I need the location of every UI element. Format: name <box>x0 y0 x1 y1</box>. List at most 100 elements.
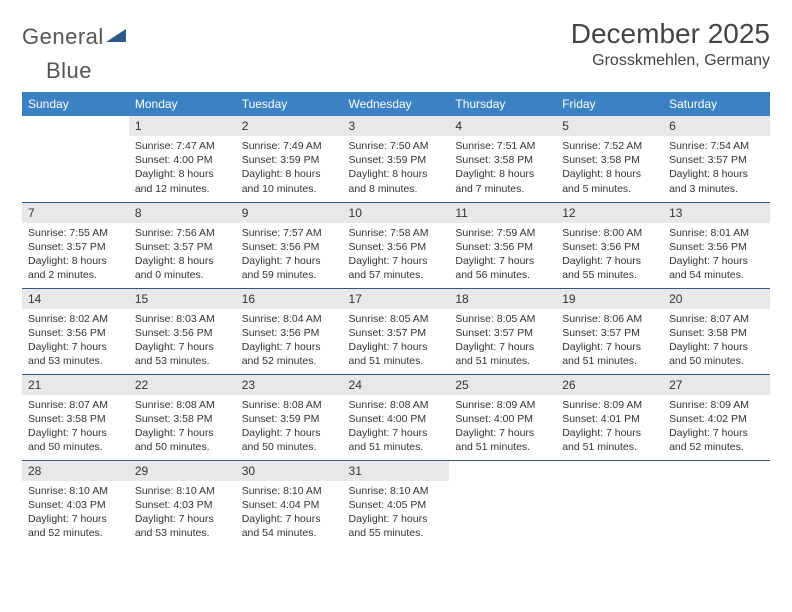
daylight-text: Daylight: 7 hours and 51 minutes. <box>349 340 444 368</box>
sunset-text: Sunset: 4:02 PM <box>669 412 764 426</box>
sunset-text: Sunset: 3:58 PM <box>455 153 550 167</box>
daylight-text: Daylight: 7 hours and 56 minutes. <box>455 254 550 282</box>
daylight-text: Daylight: 7 hours and 51 minutes. <box>349 426 444 454</box>
day-content: Sunrise: 8:05 AMSunset: 3:57 PMDaylight:… <box>449 309 556 373</box>
weekday-header: Monday <box>129 92 236 116</box>
calendar-cell: 8Sunrise: 7:56 AMSunset: 3:57 PMDaylight… <box>129 202 236 288</box>
sunrise-text: Sunrise: 8:09 AM <box>562 398 657 412</box>
day-number: 26 <box>556 375 663 395</box>
sunrise-text: Sunrise: 8:09 AM <box>669 398 764 412</box>
day-content: Sunrise: 8:10 AMSunset: 4:03 PMDaylight:… <box>22 481 129 545</box>
daylight-text: Daylight: 7 hours and 53 minutes. <box>135 512 230 540</box>
calendar-cell: 14Sunrise: 8:02 AMSunset: 3:56 PMDayligh… <box>22 288 129 374</box>
day-number: 20 <box>663 289 770 309</box>
sunset-text: Sunset: 3:56 PM <box>28 326 123 340</box>
calendar-cell: 23Sunrise: 8:08 AMSunset: 3:59 PMDayligh… <box>236 374 343 460</box>
calendar-cell: 22Sunrise: 8:08 AMSunset: 3:58 PMDayligh… <box>129 374 236 460</box>
day-content: Sunrise: 8:07 AMSunset: 3:58 PMDaylight:… <box>663 309 770 373</box>
month-title: December 2025 <box>571 18 770 50</box>
sunrise-text: Sunrise: 8:08 AM <box>349 398 444 412</box>
day-number: 15 <box>129 289 236 309</box>
calendar-cell: 11Sunrise: 7:59 AMSunset: 3:56 PMDayligh… <box>449 202 556 288</box>
weekday-header-row: Sunday Monday Tuesday Wednesday Thursday… <box>22 92 770 116</box>
sunset-text: Sunset: 3:57 PM <box>669 153 764 167</box>
sunset-text: Sunset: 3:56 PM <box>242 326 337 340</box>
calendar-cell: 18Sunrise: 8:05 AMSunset: 3:57 PMDayligh… <box>449 288 556 374</box>
day-content: Sunrise: 8:09 AMSunset: 4:01 PMDaylight:… <box>556 395 663 459</box>
calendar-row: 14Sunrise: 8:02 AMSunset: 3:56 PMDayligh… <box>22 288 770 374</box>
sunrise-text: Sunrise: 7:58 AM <box>349 226 444 240</box>
sunrise-text: Sunrise: 8:10 AM <box>28 484 123 498</box>
day-content: Sunrise: 7:52 AMSunset: 3:58 PMDaylight:… <box>556 136 663 200</box>
day-number <box>22 116 129 136</box>
calendar-row: 1 Sunrise: 7:47 AMSunset: 4:00 PM Daylight… <box>22 116 770 202</box>
day-number: 5 <box>556 116 663 136</box>
calendar-cell: 31Sunrise: 8:10 AMSunset: 4:05 PMDayligh… <box>343 460 450 546</box>
sunrise-text: Sunrise: 8:05 AM <box>455 312 550 326</box>
day-content: Sunrise: 8:08 AMSunset: 3:59 PMDaylight:… <box>236 395 343 459</box>
day-number: 3 <box>343 116 450 136</box>
day-content: Sunrise: 8:10 AMSunset: 4:04 PMDaylight:… <box>236 481 343 545</box>
day-number: 13 <box>663 203 770 223</box>
sunrise-text: Sunrise: 7:52 AM <box>562 139 657 153</box>
day-number: 1 <box>129 116 236 136</box>
calendar-row: 7Sunrise: 7:55 AMSunset: 3:57 PMDaylight… <box>22 202 770 288</box>
day-content: Sunrise: 7:51 AMSunset: 3:58 PMDaylight:… <box>449 136 556 200</box>
day-content: Sunrise: 7:54 AMSunset: 3:57 PMDaylight:… <box>663 136 770 200</box>
sunset-text: Sunset: 3:57 PM <box>135 240 230 254</box>
day-number: 4 <box>449 116 556 136</box>
day-number: 12 <box>556 203 663 223</box>
sunset-text: Sunset: 3:58 PM <box>562 153 657 167</box>
daylight-text: Daylight: 8 hours and 7 minutes. <box>455 167 550 195</box>
calendar-cell: 3Sunrise: 7:50 AMSunset: 3:59 PMDaylight… <box>343 116 450 202</box>
daylight-text: Daylight: 7 hours and 55 minutes. <box>349 512 444 540</box>
daylight-text: Daylight: 7 hours and 50 minutes. <box>669 340 764 368</box>
calendar-cell: 5Sunrise: 7:52 AMSunset: 3:58 PMDaylight… <box>556 116 663 202</box>
day-content: Sunrise: 7:57 AMSunset: 3:56 PMDaylight:… <box>236 223 343 287</box>
sunset-text: Sunset: 4:01 PM <box>562 412 657 426</box>
day-content: Sunrise: 8:10 AMSunset: 4:03 PMDaylight:… <box>129 481 236 545</box>
sunrise-text: Sunrise: 8:06 AM <box>562 312 657 326</box>
calendar-cell: 26Sunrise: 8:09 AMSunset: 4:01 PMDayligh… <box>556 374 663 460</box>
day-content: Sunrise: 7:50 AMSunset: 3:59 PMDaylight:… <box>343 136 450 200</box>
sunrise-text: Sunrise: 7:47 AM <box>135 139 230 153</box>
day-content: Sunrise: 8:04 AMSunset: 3:56 PMDaylight:… <box>236 309 343 373</box>
day-content: Sunrise: 7:55 AMSunset: 3:57 PMDaylight:… <box>22 223 129 287</box>
day-number: 14 <box>22 289 129 309</box>
sunset-text: Sunset: 3:57 PM <box>455 326 550 340</box>
sunrise-text: Sunrise: 7:56 AM <box>135 226 230 240</box>
sunset-text: Sunset: 4:00 PM <box>135 153 230 167</box>
sunset-text: Sunset: 4:03 PM <box>28 498 123 512</box>
sunset-text: Sunset: 3:57 PM <box>562 326 657 340</box>
sunset-text: Sunset: 4:05 PM <box>349 498 444 512</box>
weekday-header: Thursday <box>449 92 556 116</box>
day-number <box>449 461 556 481</box>
daylight-text: Daylight: 7 hours and 50 minutes. <box>242 426 337 454</box>
sunrise-text: Sunrise: 8:07 AM <box>669 312 764 326</box>
day-content: Sunrise: 7:49 AMSunset: 3:59 PMDaylight:… <box>236 136 343 200</box>
sunrise-text: Sunrise: 8:10 AM <box>242 484 337 498</box>
sunrise-text: Sunrise: 8:05 AM <box>349 312 444 326</box>
sunrise-text: Sunrise: 8:07 AM <box>28 398 123 412</box>
day-number: 22 <box>129 375 236 395</box>
daylight-text: Daylight: 7 hours and 54 minutes. <box>242 512 337 540</box>
day-number: 2 <box>236 116 343 136</box>
daylight-text: Daylight: 7 hours and 53 minutes. <box>28 340 123 368</box>
location: Grosskmehlen, Germany <box>571 52 770 70</box>
weekday-header: Saturday <box>663 92 770 116</box>
calendar-cell <box>449 460 556 546</box>
sunset-text: Sunset: 3:58 PM <box>669 326 764 340</box>
sunset-text: Sunset: 3:59 PM <box>242 153 337 167</box>
calendar-cell: 17Sunrise: 8:05 AMSunset: 3:57 PMDayligh… <box>343 288 450 374</box>
calendar-cell: 24Sunrise: 8:08 AMSunset: 4:00 PMDayligh… <box>343 374 450 460</box>
daylight-text: Daylight: 8 hours and 3 minutes. <box>669 167 764 195</box>
logo-text-2: Blue <box>46 58 92 83</box>
day-content: Sunrise: 8:05 AMSunset: 3:57 PMDaylight:… <box>343 309 450 373</box>
calendar-row: 28Sunrise: 8:10 AMSunset: 4:03 PMDayligh… <box>22 460 770 546</box>
calendar-cell <box>22 116 129 202</box>
day-number: 29 <box>129 461 236 481</box>
sunset-text: Sunset: 3:57 PM <box>349 326 444 340</box>
daylight-text: Daylight: 7 hours and 50 minutes. <box>28 426 123 454</box>
calendar-row: 21Sunrise: 8:07 AMSunset: 3:58 PMDayligh… <box>22 374 770 460</box>
calendar-cell: 29Sunrise: 8:10 AMSunset: 4:03 PMDayligh… <box>129 460 236 546</box>
